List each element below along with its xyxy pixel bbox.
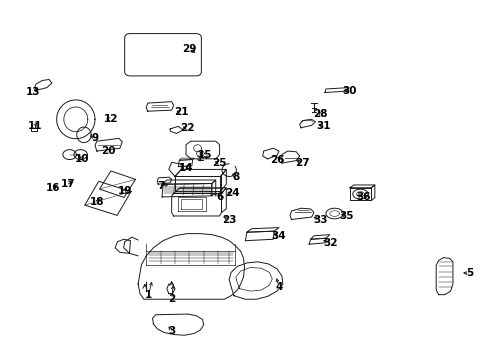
Text: 12: 12 xyxy=(104,114,118,124)
Text: 10: 10 xyxy=(75,154,90,164)
Text: 2: 2 xyxy=(168,294,175,304)
Text: 26: 26 xyxy=(269,154,284,165)
Text: 5: 5 xyxy=(465,269,472,279)
Text: 23: 23 xyxy=(222,215,236,225)
Text: 19: 19 xyxy=(117,186,132,196)
Text: 35: 35 xyxy=(338,211,353,221)
Text: 18: 18 xyxy=(89,197,104,207)
Text: 1: 1 xyxy=(145,290,152,300)
Text: 14: 14 xyxy=(178,163,193,173)
Text: 24: 24 xyxy=(225,188,239,198)
Text: 15: 15 xyxy=(198,150,212,159)
Text: 21: 21 xyxy=(174,107,188,117)
Text: 36: 36 xyxy=(355,192,370,202)
Text: 3: 3 xyxy=(168,326,175,336)
Text: 22: 22 xyxy=(180,123,194,133)
Text: 31: 31 xyxy=(316,121,330,131)
Text: 28: 28 xyxy=(312,109,327,119)
Text: 32: 32 xyxy=(323,238,337,248)
Text: 17: 17 xyxy=(61,179,75,189)
Text: 9: 9 xyxy=(91,133,99,143)
Text: 25: 25 xyxy=(212,158,226,168)
Text: 30: 30 xyxy=(342,86,356,96)
Text: 29: 29 xyxy=(182,44,196,54)
Text: 4: 4 xyxy=(275,282,282,292)
Text: 13: 13 xyxy=(25,87,40,97)
Text: 6: 6 xyxy=(216,192,223,202)
Text: 27: 27 xyxy=(294,158,309,168)
Text: 20: 20 xyxy=(101,146,115,156)
Text: 8: 8 xyxy=(232,172,239,182)
Text: 7: 7 xyxy=(157,181,164,192)
Text: 11: 11 xyxy=(27,121,42,131)
Text: 34: 34 xyxy=(271,231,286,241)
Text: 33: 33 xyxy=(312,215,327,225)
Text: 16: 16 xyxy=(45,183,60,193)
